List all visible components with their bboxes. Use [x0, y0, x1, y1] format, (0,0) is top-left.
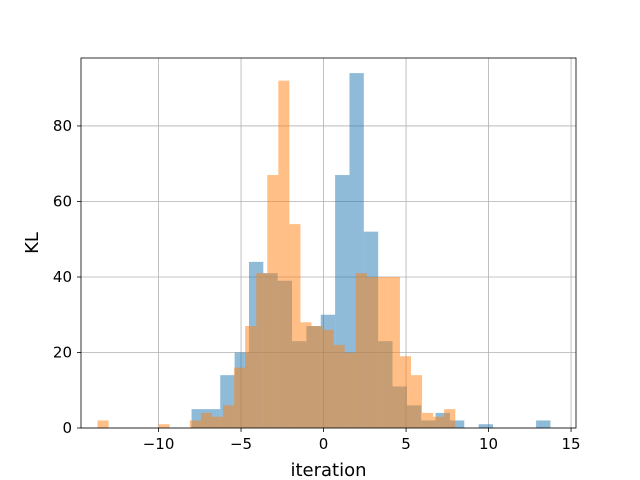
histogram-bar-series-2: [200, 412, 213, 428]
histogram-bar-series-2: [223, 405, 235, 428]
histogram-bar-series-2: [388, 276, 400, 428]
histogram-bar-series-2: [366, 276, 378, 428]
histogram-bar-series-2: [267, 175, 279, 428]
histogram-bar-series-2: [212, 416, 224, 428]
histogram-bar-series-2: [344, 352, 356, 428]
y-tick-label: 40: [53, 268, 72, 286]
histogram-bar-series-2: [322, 329, 334, 428]
x-axis-label: iteration: [290, 460, 366, 480]
histogram-bar-series-2: [278, 80, 290, 428]
histogram-bar-series-2: [289, 224, 301, 428]
y-tick-label: 20: [53, 343, 72, 361]
x-tick-label: −5: [230, 435, 252, 453]
histogram-bar-series-1: [536, 420, 551, 428]
histogram-bar-series-2: [300, 322, 312, 428]
axis-ticks: −10 −5 0 5 10 15 0 20 40 60 80: [53, 117, 581, 453]
histogram-bar-series-2: [444, 409, 456, 428]
histogram-bar-series-1: [478, 424, 494, 428]
x-tick-label: 0: [319, 435, 329, 453]
y-tick-label: 80: [53, 117, 72, 135]
histogram-bar-series-2: [377, 276, 389, 428]
histogram-bar-series-2: [256, 273, 268, 428]
x-tick-label: 15: [562, 435, 581, 453]
histogram-bar-series-2: [399, 356, 411, 428]
histogram-bar-series-2: [333, 344, 345, 428]
x-tick-label: −10: [143, 435, 175, 453]
histogram-bar-series-2: [422, 412, 434, 428]
y-axis-label: KL: [22, 232, 43, 254]
y-tick-label: 60: [53, 192, 72, 210]
x-tick-label: 10: [479, 435, 498, 453]
y-tick-label: 0: [62, 419, 72, 437]
x-tick-label: 5: [401, 435, 411, 453]
histogram-bar-series-2: [355, 273, 367, 428]
plot-frame: [80, 57, 577, 429]
histogram-bar-series-1: [449, 420, 465, 428]
histogram-bar-series-2: [97, 420, 109, 428]
histogram-bar-series-2: [234, 367, 246, 428]
histogram-bar-series-2: [245, 326, 257, 428]
histogram-bar-series-2: [311, 326, 323, 428]
histogram-bar-series-2: [158, 424, 170, 428]
histogram-bar-series-2: [189, 420, 201, 428]
histogram-bar-series-2: [411, 375, 423, 428]
histogram-bar-series-2: [433, 416, 445, 428]
histogram-bars: [97, 73, 551, 428]
